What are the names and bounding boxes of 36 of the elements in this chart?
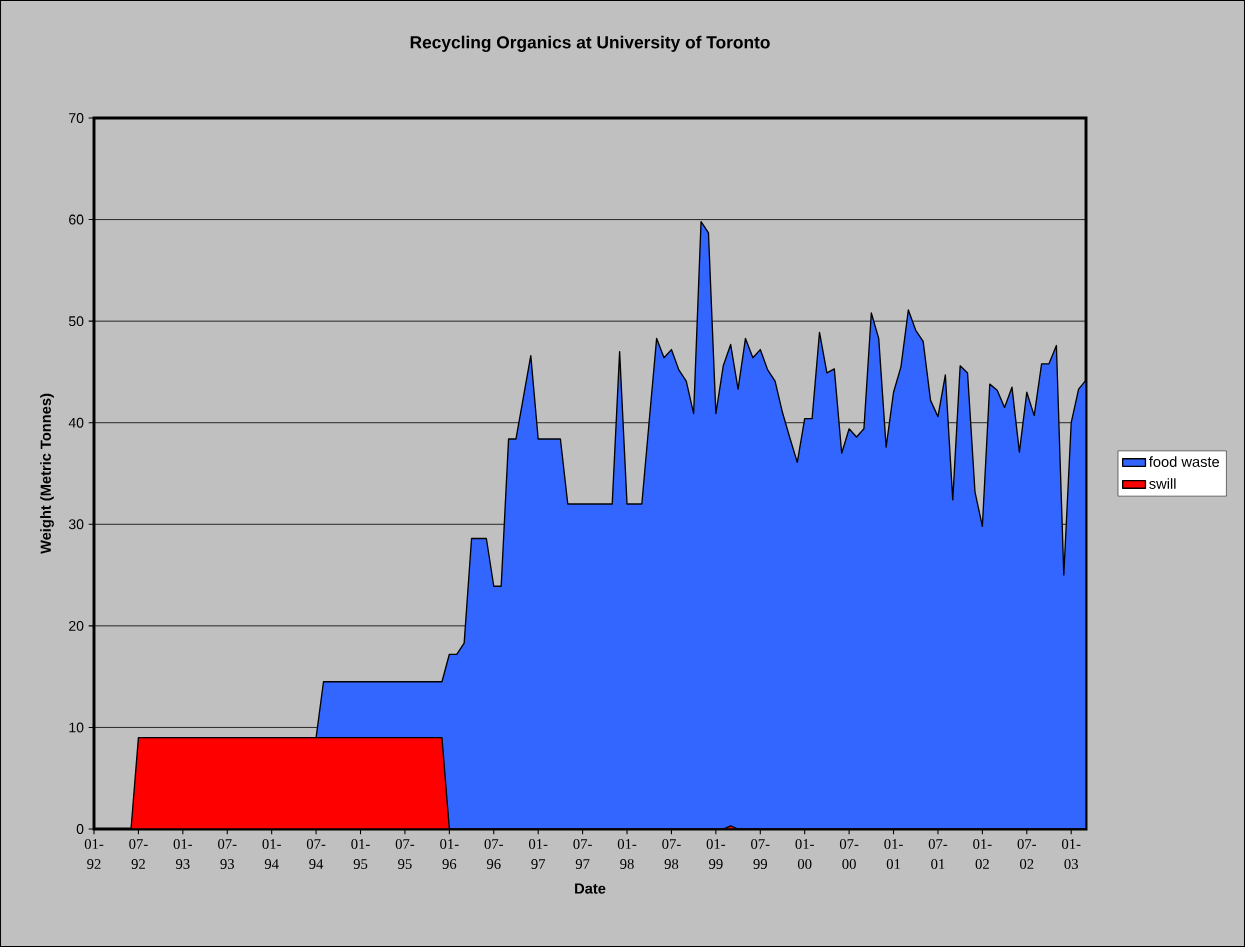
y-tick-label: 70 — [69, 113, 84, 123]
x-tick-label: 07-00 — [839, 839, 859, 869]
x-tick-label: 01-02 — [973, 839, 992, 869]
x-tick-label: 01-01 — [884, 839, 903, 869]
x-tick-label: 01-93 — [173, 839, 193, 869]
x-tick-label: 01-99 — [706, 839, 726, 869]
y-tick-label: 60 — [69, 214, 84, 225]
x-tick-label: 01-96 — [440, 839, 459, 869]
y-tick-label: 30 — [68, 519, 84, 530]
x-tick-label: 07-97 — [573, 839, 592, 869]
y-tick-label: 0 — [76, 824, 84, 834]
legend-label: swill — [1149, 478, 1176, 489]
x-tick-label: 01-00 — [795, 839, 814, 869]
x-tick-label: 07-93 — [218, 839, 237, 869]
x-tick-label: 07-94 — [306, 839, 326, 869]
y-tick-label: 20 — [69, 620, 84, 631]
x-tick-label: 07-99 — [751, 839, 770, 869]
y-tick-label: 10 — [69, 722, 84, 733]
y-tick-label: 40 — [68, 417, 84, 428]
x-tick-label: 07-01 — [928, 839, 948, 869]
legend-label: food waste — [1148, 456, 1220, 467]
x-tick-label: 01-95 — [351, 839, 370, 869]
x-tick-label: 01-03 — [1062, 839, 1081, 869]
x-tick-label: 07-95 — [395, 839, 415, 869]
x-tick-label: 01-97 — [528, 839, 548, 869]
x-tick-label: 07-96 — [484, 839, 504, 869]
x-tick-label: 07-92 — [129, 839, 148, 869]
x-tick-label: 07-02 — [1017, 839, 1037, 869]
x-axis-title: Date — [575, 883, 606, 894]
x-tick-label: 07-98 — [662, 839, 681, 869]
chart-title: Recycling Organics at University of Toronto — [410, 35, 770, 52]
y-axis-title: Weight (Metric Tonnes) — [40, 393, 54, 554]
y-tick-label: 50 — [68, 316, 84, 327]
x-tick-label: 01-94 — [262, 839, 281, 869]
x-tick-label: 01-98 — [617, 839, 637, 869]
x-tick-label: 01-92 — [84, 839, 104, 869]
